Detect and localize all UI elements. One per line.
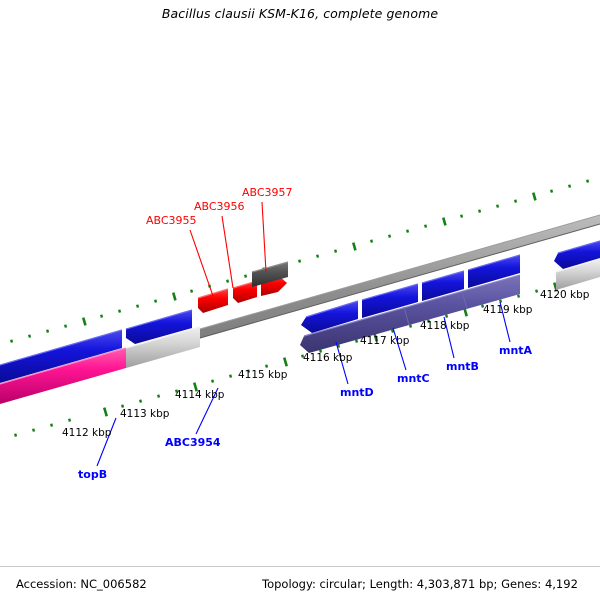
- tick-label: 4112 kbp: [62, 427, 112, 439]
- gene-feature-mntd[interactable]: [301, 300, 359, 333]
- gene-feature-blue-left[interactable]: [0, 329, 123, 383]
- tick-label: 4114 kbp: [175, 389, 225, 401]
- gene-label-mntd: mntD: [340, 386, 374, 399]
- gene-label-mnta: mntA: [499, 344, 533, 357]
- leader-abc3954: [195, 387, 219, 435]
- tick-label: 4119 kbp: [483, 304, 533, 316]
- gene-feature-blue-left-2[interactable]: [125, 309, 193, 344]
- gene-feature-abc3955-red[interactable]: [197, 288, 229, 313]
- gene-feature-lightgray-right[interactable]: [555, 258, 600, 290]
- scale-tick-row-upper: [10, 179, 590, 343]
- leader-abc3957: [261, 201, 267, 273]
- gene-name-labels[interactable]: topB ABC3954 ABC3955 ABC3956 ABC3957 mnt…: [78, 186, 533, 481]
- topology-text: Topology: circular; Length: 4,303,871 bp…: [262, 577, 578, 591]
- leader-mntd: [335, 341, 349, 385]
- gene-label-abc3956: ABC3956: [194, 200, 245, 213]
- gene-label-abc3957: ABC3957: [242, 186, 293, 199]
- gene-label-topb: topB: [78, 468, 107, 481]
- gene-label-abc3955: ABC3955: [146, 214, 197, 227]
- gene-label-mntb: mntB: [446, 360, 479, 373]
- leader-abc3955: [189, 229, 214, 297]
- operon-band-mnt[interactable]: [300, 274, 521, 353]
- tick-label: 4118 kbp: [420, 320, 470, 332]
- gene-label-abc3954: ABC3954: [165, 436, 221, 449]
- tick-label: 4115 kbp: [238, 369, 288, 381]
- gene-feature-mnta[interactable]: [467, 254, 521, 288]
- leader-mntb: [443, 316, 455, 359]
- label-leader-lines: [96, 201, 511, 467]
- accession-text: Accession: NC_006582: [16, 577, 147, 591]
- tick-label: 4117 kbp: [360, 335, 410, 347]
- gene-label-mntc: mntC: [397, 372, 430, 385]
- leader-mntc: [392, 327, 407, 371]
- gene-feature-blue-right[interactable]: [554, 240, 600, 269]
- leader-topb: [96, 417, 117, 467]
- gene-feature-mntc[interactable]: [361, 283, 419, 318]
- scale-tick-labels: 4112 kbp 4113 kbp 4114 kbp 4115 kbp 4116…: [62, 289, 590, 439]
- leader-abc3956: [221, 215, 234, 289]
- page-title: Bacillus clausii KSM-K16, complete genom…: [161, 6, 439, 21]
- gene-feature-abc3954-lightgray[interactable]: [125, 326, 201, 368]
- tick-label: 4120 kbp: [540, 289, 590, 301]
- gene-feature-mntb[interactable]: [421, 270, 465, 301]
- gene-feature-topb-magenta[interactable]: [0, 347, 127, 404]
- gene-feature-darkgray[interactable]: [251, 261, 289, 287]
- status-bar: Accession: NC_006582 Topology: circular;…: [0, 566, 600, 601]
- tick-label: 4116 kbp: [303, 352, 353, 364]
- tick-label: 4113 kbp: [120, 408, 170, 420]
- leader-mnta: [499, 301, 511, 343]
